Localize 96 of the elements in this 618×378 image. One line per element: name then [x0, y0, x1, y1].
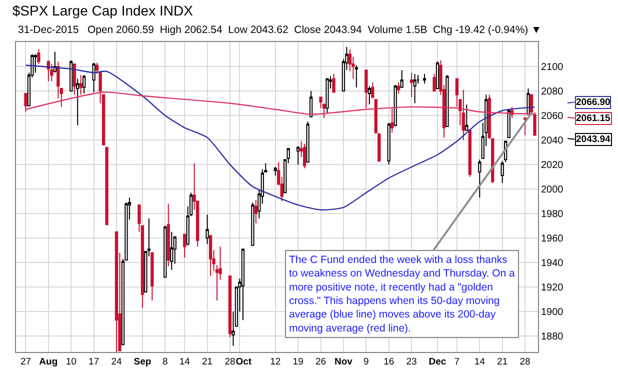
- candlestick: [34, 54, 38, 74]
- candlestick: [150, 252, 154, 302]
- candlestick: [332, 73, 336, 93]
- x-tick-label: 26: [315, 356, 326, 368]
- candlestick: [183, 234, 186, 258]
- candlestick: [228, 276, 232, 338]
- candlestick: [53, 51, 56, 74]
- y-tick-label: 1900: [541, 307, 564, 318]
- x-tick-label: Aug: [39, 356, 58, 368]
- candlestick: [500, 160, 504, 184]
- candlestick: [354, 64, 358, 88]
- candlestick: [368, 86, 371, 105]
- candlestick: [170, 231, 174, 270]
- candlestick: [413, 73, 416, 104]
- line-series: [25, 92, 536, 115]
- x-tick-label: 28: [520, 356, 530, 368]
- candlestick: [46, 60, 50, 82]
- x-tick-label: 12: [270, 356, 281, 368]
- candlestick: [533, 112, 536, 136]
- candlestick: [462, 89, 466, 141]
- candlestick: [364, 70, 368, 109]
- annotation: 2066.90: [576, 97, 610, 108]
- x-tick-label: 24: [111, 356, 122, 368]
- candlestick: [82, 74, 86, 94]
- x-tick-label: Nov: [334, 356, 354, 368]
- x-tick-label: 14: [179, 356, 190, 368]
- candlestick: [478, 159, 482, 198]
- chart-subtitle: 31-Dec-2015 Open 2060.59 High 2062.54 Low 2043.62 Close 2043.94 Volume 1.5B Chg -19.42 (-0.94%) ▼: [18, 24, 542, 36]
- candlestick: [387, 122, 390, 166]
- annotation: The C Fund ended the week with a loss thanks to weakness on Wednesday and Thursday. On a more positive note, it recently had a "golden cross." This happens when its 50-day moving average (blue line) moves above its 200-day moving average (red line).: [289, 254, 516, 334]
- candlestick: [468, 130, 472, 178]
- x-tick-label: 23: [406, 356, 417, 368]
- candlestick: [446, 74, 449, 128]
- candlestick: [507, 108, 510, 138]
- candlestick: [410, 72, 414, 98]
- candlestick: [422, 73, 426, 84]
- candlestick: [251, 202, 254, 246]
- y-tick-label: 1880: [541, 332, 564, 343]
- candlestick: [37, 48, 40, 65]
- candlestick: [530, 94, 534, 114]
- x-tick-label: 28: [224, 356, 236, 368]
- x-tick-label: Sep: [134, 356, 152, 368]
- candlestick: [326, 78, 329, 114]
- candlestick: [206, 214, 209, 245]
- x-tick-label: 21: [497, 356, 508, 368]
- x-tick-label: 16: [384, 356, 394, 368]
- candlestick: [302, 143, 306, 169]
- candlestick: [371, 82, 374, 99]
- candlestick: [309, 90, 313, 118]
- x-tick-label: 27: [20, 356, 32, 368]
- x-tick-label: 21: [202, 356, 213, 368]
- annotation: 2061.15: [576, 113, 612, 124]
- x-tick-label: Dec: [428, 356, 446, 368]
- y-tick-label: 2020: [541, 160, 564, 172]
- y-tick-label: 1960: [541, 234, 564, 245]
- candlestick: [432, 73, 436, 92]
- candlestick: [92, 62, 96, 93]
- candlestick: [72, 64, 76, 96]
- candlestick: [254, 200, 258, 224]
- x-tick-label: 8: [162, 356, 168, 368]
- candlestick: [296, 146, 300, 166]
- candlestick: [400, 70, 404, 88]
- y-tick-label: 2100: [541, 62, 564, 74]
- y-tick-label: 2080: [541, 86, 564, 98]
- candlestick: [76, 78, 80, 126]
- y-tick-label: 2000: [541, 184, 564, 196]
- candlestick: [50, 64, 54, 82]
- x-tick-label: 17: [88, 356, 100, 368]
- candlestick: [390, 108, 394, 134]
- candlestick: [523, 117, 527, 136]
- candlestick: [164, 225, 167, 278]
- x-tick-label: 9: [364, 356, 369, 368]
- candlestick: [394, 84, 397, 128]
- x-tick-label: Oct: [236, 356, 252, 368]
- y-tick-label: 1980: [541, 209, 564, 220]
- candlestick: [70, 60, 73, 92]
- candlestick: [24, 92, 28, 112]
- x-tick-label: 7: [454, 356, 460, 368]
- candlestick: [208, 235, 212, 277]
- candlestick: [397, 82, 400, 94]
- x-tick-label: 14: [474, 356, 485, 368]
- candlestick: [241, 248, 245, 321]
- candlestick: [306, 121, 310, 163]
- candlestick: [436, 61, 440, 90]
- candlestick: [526, 88, 530, 115]
- x-tick-label: 10: [66, 356, 76, 368]
- candlestick: [79, 74, 82, 96]
- y-tick-label: 1920: [541, 282, 564, 294]
- y-tick-label: 1940: [541, 258, 564, 270]
- annotation: 2043.94: [576, 134, 612, 145]
- candlestick: [274, 166, 277, 176]
- candlestick: [465, 104, 468, 131]
- candlestick: [105, 146, 108, 226]
- x-tick-label: 19: [292, 356, 304, 368]
- candlestick: [166, 203, 170, 267]
- chart-title: $SPX Large Cap Index INDX: [12, 2, 194, 18]
